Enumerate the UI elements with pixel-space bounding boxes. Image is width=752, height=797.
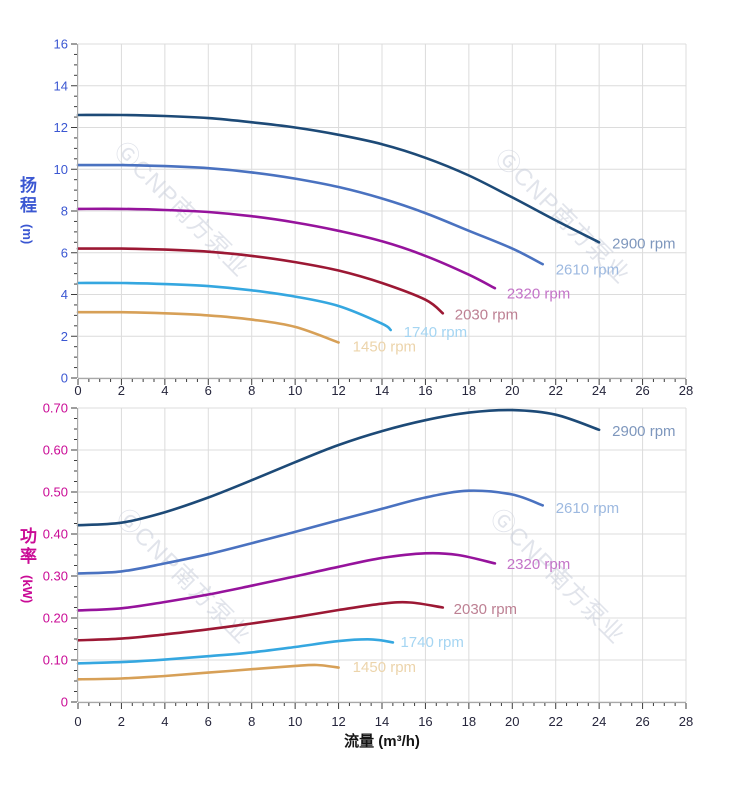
power-curve-label-2320rpm: 2320 rpm	[507, 556, 570, 573]
head-y-tick-label: 4	[61, 287, 68, 302]
head-curve-1450rpm	[76, 310, 340, 344]
head-curve-label-2610rpm: 2610 rpm	[556, 261, 619, 278]
head-x-tick-label: 28	[679, 383, 693, 398]
head-curve-2320rpm	[76, 207, 497, 290]
head-curve-label-2900rpm: 2900 rpm	[612, 235, 675, 252]
power-y-axis-title: 功率	[17, 527, 36, 567]
head-x-tick-label: 12	[331, 383, 345, 398]
power-curve-label-2610rpm: 2610 rpm	[556, 500, 619, 517]
power-y-tick-label: 0.20	[43, 611, 68, 626]
power-curve-2900rpm	[76, 408, 601, 527]
head-curve-label-1450rpm: 1450 rpm	[353, 339, 416, 356]
flow-x-axis-title: 流量 (m³/h)	[344, 733, 420, 750]
head-y-tick-label: 10	[54, 162, 68, 177]
head-x-tick-label: 2	[118, 383, 125, 398]
power-x-tick-label: 26	[635, 714, 649, 729]
head-x-tick-label: 10	[288, 383, 302, 398]
head-curve-label-1740rpm: 1740 rpm	[404, 324, 467, 341]
power-x-tick-label: 14	[375, 714, 389, 729]
head-y-tick-label: 0	[61, 371, 68, 386]
head-x-tick-label: 16	[418, 383, 432, 398]
head-curve-2030rpm	[76, 247, 445, 315]
head-x-tick-label: 18	[462, 383, 476, 398]
head-curve-label-2320rpm: 2320 rpm	[507, 285, 570, 302]
power-y-tick-label: 0.10	[43, 653, 68, 668]
head-y-tick-label: 6	[61, 245, 68, 260]
power-curve-1740rpm	[76, 638, 395, 665]
head-x-tick-label: 0	[74, 383, 81, 398]
power-y-tick-label: 0.40	[43, 527, 68, 542]
power-x-tick-label: 6	[205, 714, 212, 729]
head-x-tick-label: 22	[548, 383, 562, 398]
power-y-tick-label: 0.60	[43, 443, 68, 458]
power-x-tick-label: 8	[248, 714, 255, 729]
power-y-axis-unit: (kW)	[20, 575, 35, 604]
power-x-tick-label: 2	[118, 714, 125, 729]
head-x-tick-label: 4	[161, 383, 168, 398]
power-x-tick-label: 12	[331, 714, 345, 729]
power-y-tick-label: 0.50	[43, 485, 68, 500]
power-curve-2320rpm	[76, 551, 497, 612]
power-y-tick-label: 0	[61, 695, 68, 710]
cnp-watermark-4: ⒼCNP南方泵业	[485, 504, 630, 649]
power-x-tick-label: 4	[161, 714, 168, 729]
head-x-tick-label: 8	[248, 383, 255, 398]
head-y-axis-unit: (m)	[20, 224, 35, 245]
grid-layer	[77, 43, 687, 703]
power-y-tick-label: 0.30	[43, 569, 68, 584]
power-x-tick-label: 18	[462, 714, 476, 729]
head-x-tick-label: 20	[505, 383, 519, 398]
head-curve-label-2030rpm: 2030 rpm	[455, 306, 518, 323]
power-x-tick-label: 28	[679, 714, 693, 729]
power-x-tick-label: 22	[548, 714, 562, 729]
head-y-tick-label: 8	[61, 204, 68, 219]
power-curve-2030rpm	[76, 600, 445, 642]
head-y-tick-label: 2	[61, 329, 68, 344]
power-curve-1450rpm	[76, 663, 340, 681]
head-y-tick-label: 12	[54, 120, 68, 135]
head-curve-2900rpm	[76, 113, 601, 244]
head-curve-1740rpm	[76, 281, 392, 332]
power-x-tick-label: 24	[592, 714, 606, 729]
head-x-tick-label: 6	[205, 383, 212, 398]
head-y-axis-title: 扬程	[17, 176, 36, 216]
power-curve-label-1450rpm: 1450 rpm	[353, 659, 416, 676]
power-curve-label-1740rpm: 1740 rpm	[400, 634, 463, 651]
power-x-tick-label: 16	[418, 714, 432, 729]
power-x-tick-label: 0	[74, 714, 81, 729]
power-x-tick-label: 20	[505, 714, 519, 729]
head-x-tick-label: 24	[592, 383, 606, 398]
power-curve-label-2030rpm: 2030 rpm	[454, 601, 517, 618]
power-curve-label-2900rpm: 2900 rpm	[612, 423, 675, 440]
power-y-tick-label: 0.70	[43, 401, 68, 416]
power-curve-2610rpm	[76, 489, 544, 575]
head-y-tick-label: 14	[54, 78, 68, 93]
head-curve-2610rpm	[76, 163, 544, 266]
head-x-tick-label: 14	[375, 383, 389, 398]
power-x-tick-label: 10	[288, 714, 302, 729]
head-x-tick-label: 26	[635, 383, 649, 398]
cnp-watermark-3: ⒼCNP南方泵业	[111, 504, 256, 649]
head-y-tick-label: 16	[54, 37, 68, 52]
